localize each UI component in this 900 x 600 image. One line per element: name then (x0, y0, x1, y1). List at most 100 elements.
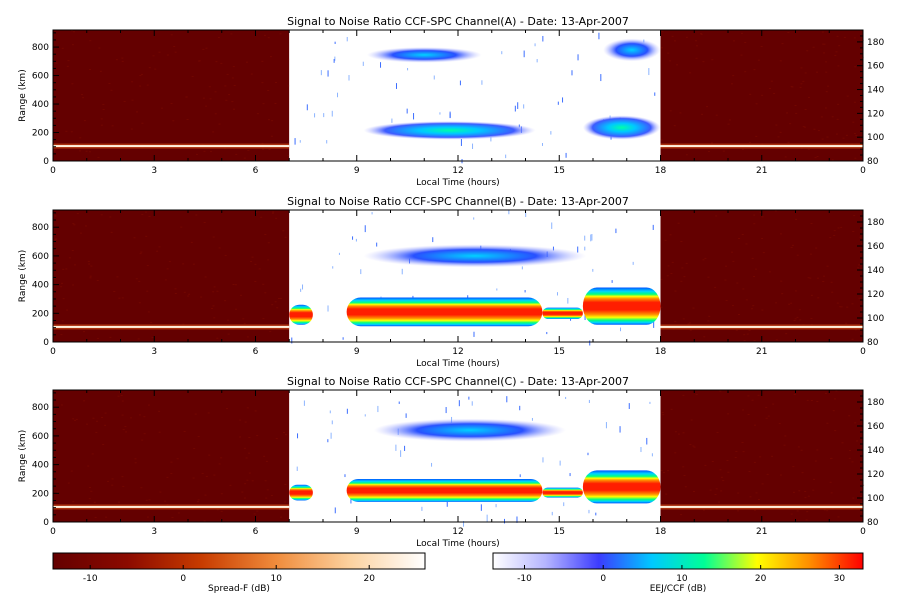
speckle (813, 128, 816, 130)
speckle (783, 444, 786, 446)
noise-mark (588, 509, 590, 514)
noise-mark (551, 222, 553, 229)
speckle (683, 475, 686, 477)
speckle (220, 519, 223, 521)
speckle (140, 73, 143, 75)
speckle (67, 482, 70, 484)
speckle (702, 509, 705, 511)
noise-mark (327, 305, 329, 312)
speckle (231, 77, 234, 79)
speckle (744, 71, 747, 73)
noise-mark (569, 473, 571, 477)
x-tick-label: 3 (151, 527, 157, 537)
speckle (682, 466, 685, 468)
speckle (773, 92, 776, 94)
speckle (121, 57, 124, 59)
noise-mark (297, 433, 299, 439)
speckle (100, 214, 103, 216)
speckle (130, 417, 133, 419)
speckle (264, 292, 267, 294)
colorbar-tick-label: -10 (83, 574, 98, 584)
x-tick-label: 15 (554, 527, 565, 537)
speckle (736, 282, 739, 284)
speckle (251, 480, 254, 482)
speckle (741, 148, 744, 150)
noise-mark (505, 154, 507, 159)
speckle (816, 156, 819, 158)
speckle (107, 480, 110, 482)
speckle (246, 407, 249, 409)
speckle (715, 215, 718, 217)
noise-mark (401, 268, 403, 275)
noise-mark (653, 321, 655, 328)
speckle (180, 226, 183, 228)
noise-mark (649, 401, 651, 404)
speckle (141, 122, 144, 124)
spread-f-region (53, 30, 290, 161)
speckle (760, 45, 763, 47)
speckle (755, 135, 758, 137)
noise-mark (654, 92, 656, 96)
speckle (759, 211, 762, 213)
speckle (270, 135, 273, 137)
speckle (279, 297, 282, 299)
speckle (261, 82, 264, 84)
noise-mark (405, 413, 407, 418)
speckle (753, 214, 756, 216)
speckle (809, 277, 812, 279)
speckle (62, 268, 65, 270)
noise-mark (459, 80, 461, 86)
speckle (213, 286, 216, 288)
speckle (158, 410, 161, 412)
speckle (262, 318, 265, 320)
speckle (172, 120, 175, 122)
speckle (752, 305, 755, 307)
noise-mark (352, 236, 354, 240)
speckle (267, 119, 270, 121)
speckle (825, 61, 828, 63)
speckle (695, 40, 698, 42)
noise-mark (350, 498, 352, 504)
noise-mark (371, 212, 373, 215)
speckle (742, 451, 745, 453)
speckle (796, 316, 799, 318)
x-axis-label: Local Time (hours) (416, 539, 499, 549)
speckle (225, 408, 228, 410)
speckle (777, 136, 780, 138)
speckle (737, 510, 740, 512)
speckle (105, 516, 108, 518)
speckle (853, 133, 856, 135)
speckle (204, 494, 207, 496)
x-tick-label: 6 (253, 527, 259, 537)
x-tick-label: 15 (554, 166, 565, 176)
spread-f-trace (660, 505, 863, 508)
echo-band-4 (582, 287, 661, 325)
speckle (714, 493, 717, 495)
speckle (741, 234, 744, 236)
noise-mark (337, 92, 339, 98)
speckle (804, 72, 807, 74)
noise-mark (320, 70, 322, 76)
noise-mark (523, 50, 525, 58)
speckle (685, 36, 688, 38)
speckle (851, 461, 854, 463)
noise-mark (506, 396, 508, 403)
speckle (121, 297, 124, 299)
speckle (695, 45, 698, 47)
speckle (122, 429, 125, 431)
speckle (786, 112, 789, 114)
speckle (822, 43, 825, 45)
speckle (96, 337, 99, 339)
speckle (284, 236, 287, 238)
noise-mark (584, 235, 586, 241)
speckle (791, 244, 794, 246)
noise-mark (299, 140, 301, 143)
speckle (70, 470, 73, 472)
speckle (73, 224, 76, 226)
speckle (83, 331, 86, 333)
speckle (715, 488, 718, 490)
speckle (60, 286, 63, 288)
colorbar-tick-label: 20 (755, 574, 767, 584)
speckle (265, 460, 268, 462)
echo-band-0 (373, 418, 566, 442)
